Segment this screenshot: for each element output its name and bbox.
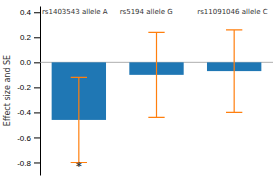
y-tick-mark	[34, 112, 40, 113]
y-axis-title: Effect size and SE	[3, 55, 12, 126]
y-tick: -0.4	[17, 108, 40, 117]
y-tick-mark	[34, 87, 40, 88]
y-tick-mark	[34, 12, 40, 13]
y-tick-mark	[34, 62, 40, 63]
labels: rs1403543 allele A rs5194 allele G rs11091…	[42, 8, 268, 173]
marks	[40, 30, 273, 163]
y-tick: 0.4	[20, 8, 40, 17]
error-bar	[71, 77, 87, 162]
category-label: rs5194 allele G	[120, 8, 173, 16]
y-tick-mark	[34, 37, 40, 38]
chart-svg: -0.8 -0.6 -0.4 -0.2 0.0 0.2 0.4 Effect size and…	[0, 0, 279, 181]
y-tick-label: -0.2	[17, 83, 31, 92]
y-tick: 0.2	[20, 33, 40, 42]
y-tick: 0.0	[20, 58, 40, 67]
y-tick: -0.6	[17, 134, 40, 143]
y-axis-line	[40, 7, 41, 176]
y-tick-label: 0.4	[20, 8, 32, 17]
y-tick-label: 0.0	[20, 58, 32, 67]
y-tick: -0.2	[17, 83, 40, 92]
annotation: *	[76, 160, 82, 173]
y-axis: -0.8 -0.6 -0.4 -0.2 0.0 0.2 0.4	[17, 7, 40, 176]
y-tick-label: -0.8	[17, 159, 31, 168]
category-label: rs11091046 allele C	[197, 8, 267, 16]
y-tick-label: -0.4	[17, 108, 31, 117]
y-tick-label: 0.2	[20, 33, 32, 42]
y-tick-label: -0.6	[17, 134, 31, 143]
y-tick: -0.8	[17, 159, 40, 168]
error-bar	[148, 32, 164, 117]
y-tick-mark	[34, 137, 40, 138]
category-label: rs1403543 allele A	[42, 8, 108, 16]
chart-container: -0.8 -0.6 -0.4 -0.2 0.0 0.2 0.4 Effect size and…	[0, 0, 279, 181]
error-bar	[226, 30, 242, 113]
y-tick-mark	[34, 162, 40, 163]
plot-area: -0.8 -0.6 -0.4 -0.2 0.0 0.2 0.4 Effect size and…	[3, 7, 273, 176]
